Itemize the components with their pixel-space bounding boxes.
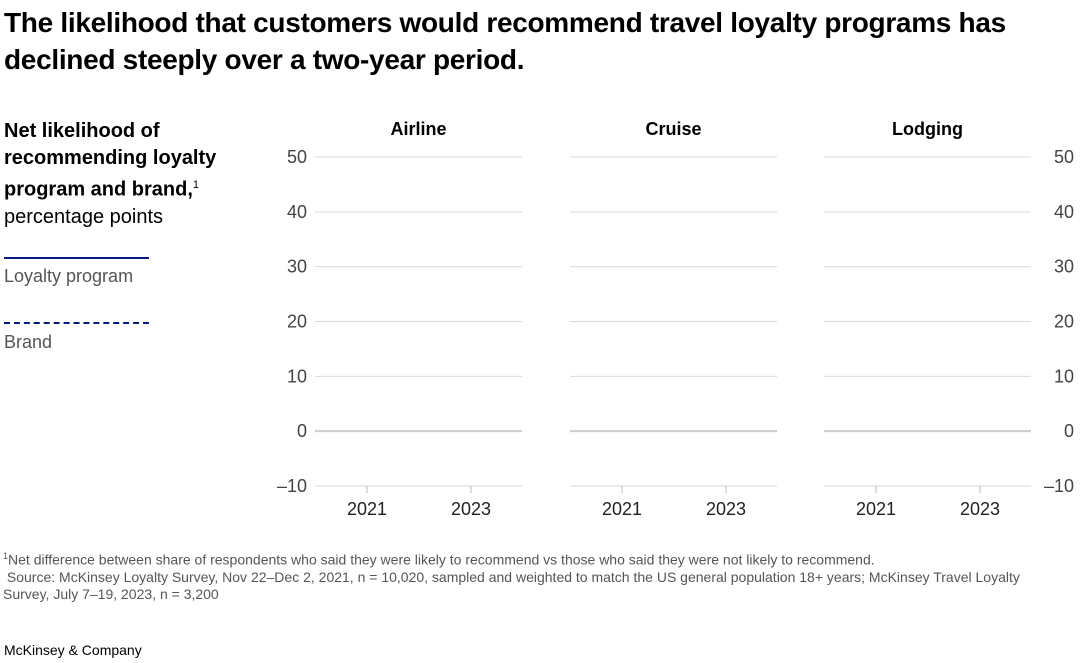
y-tick-label: 10 xyxy=(287,366,307,386)
legend-line-loyalty xyxy=(4,257,149,259)
y-tick-label: 30 xyxy=(1054,257,1074,277)
x-tick-label: 2023 xyxy=(451,499,491,519)
y-tick-label: 30 xyxy=(287,257,307,277)
y-tick-label: 50 xyxy=(1054,147,1074,167)
y-tick-label: 50 xyxy=(287,147,307,167)
source-text: Source: McKinsey Loyalty Survey, Nov 22–… xyxy=(3,568,1020,602)
x-tick-label: 2021 xyxy=(856,499,896,519)
y-tick-label: 20 xyxy=(287,312,307,332)
x-tick-label: 2021 xyxy=(602,499,642,519)
y-tick-label: –10 xyxy=(1044,476,1074,496)
chart-panels: Airline 50 40 30 20 10 0 –10 2021 2023 Cruise 2021 2… xyxy=(277,119,1074,519)
chart-title: The likelihood that customers would reco… xyxy=(4,7,1006,75)
brand-logo-text: McKinsey & Company xyxy=(4,642,142,658)
footnote-text: Net difference between share of responde… xyxy=(8,551,875,568)
y-tick-label: 20 xyxy=(1054,312,1074,332)
panel-title: Lodging xyxy=(892,119,963,139)
legend-line-brand xyxy=(4,322,149,324)
footnote-marker: 1 xyxy=(192,179,200,191)
y-tick-label: 40 xyxy=(287,202,307,222)
footnote-sup: 1 xyxy=(3,551,9,561)
panel-title: Airline xyxy=(390,119,446,139)
legend-label-loyalty: Loyalty program xyxy=(4,266,134,286)
x-tick-label: 2021 xyxy=(347,499,387,519)
y-label-bold: Net likelihood of recommending loyalty p… xyxy=(4,120,217,201)
legend-label-brand: Brand xyxy=(4,332,53,352)
y-tick-label: 10 xyxy=(1054,366,1074,386)
y-axis-label: Net likelihood of recommending loyalty p… xyxy=(4,118,254,231)
panel-title: Cruise xyxy=(645,119,701,139)
footnote: 1Net difference between share of respond… xyxy=(3,548,1063,603)
y-tick-label: 0 xyxy=(297,421,307,441)
y-label-unit: percentage points xyxy=(4,205,164,228)
y-tick-label: 40 xyxy=(1054,202,1074,222)
x-tick-label: 2023 xyxy=(960,499,1000,519)
y-tick-label: 0 xyxy=(1064,421,1074,441)
x-tick-label: 2023 xyxy=(706,499,746,519)
y-tick-label: –10 xyxy=(277,476,307,496)
